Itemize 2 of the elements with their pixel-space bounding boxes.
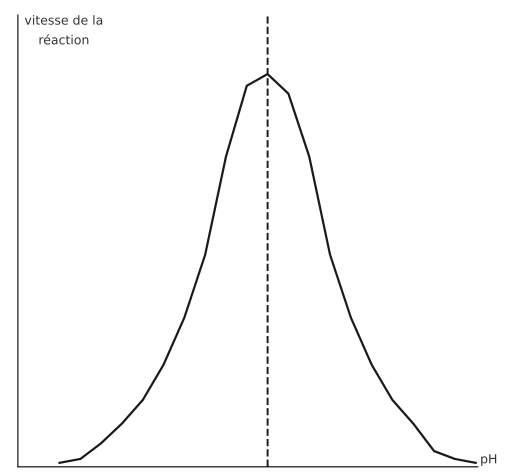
y-axis-title: vitesse de la réaction (24, 15, 102, 44)
x-axis-title: pH (481, 454, 496, 466)
